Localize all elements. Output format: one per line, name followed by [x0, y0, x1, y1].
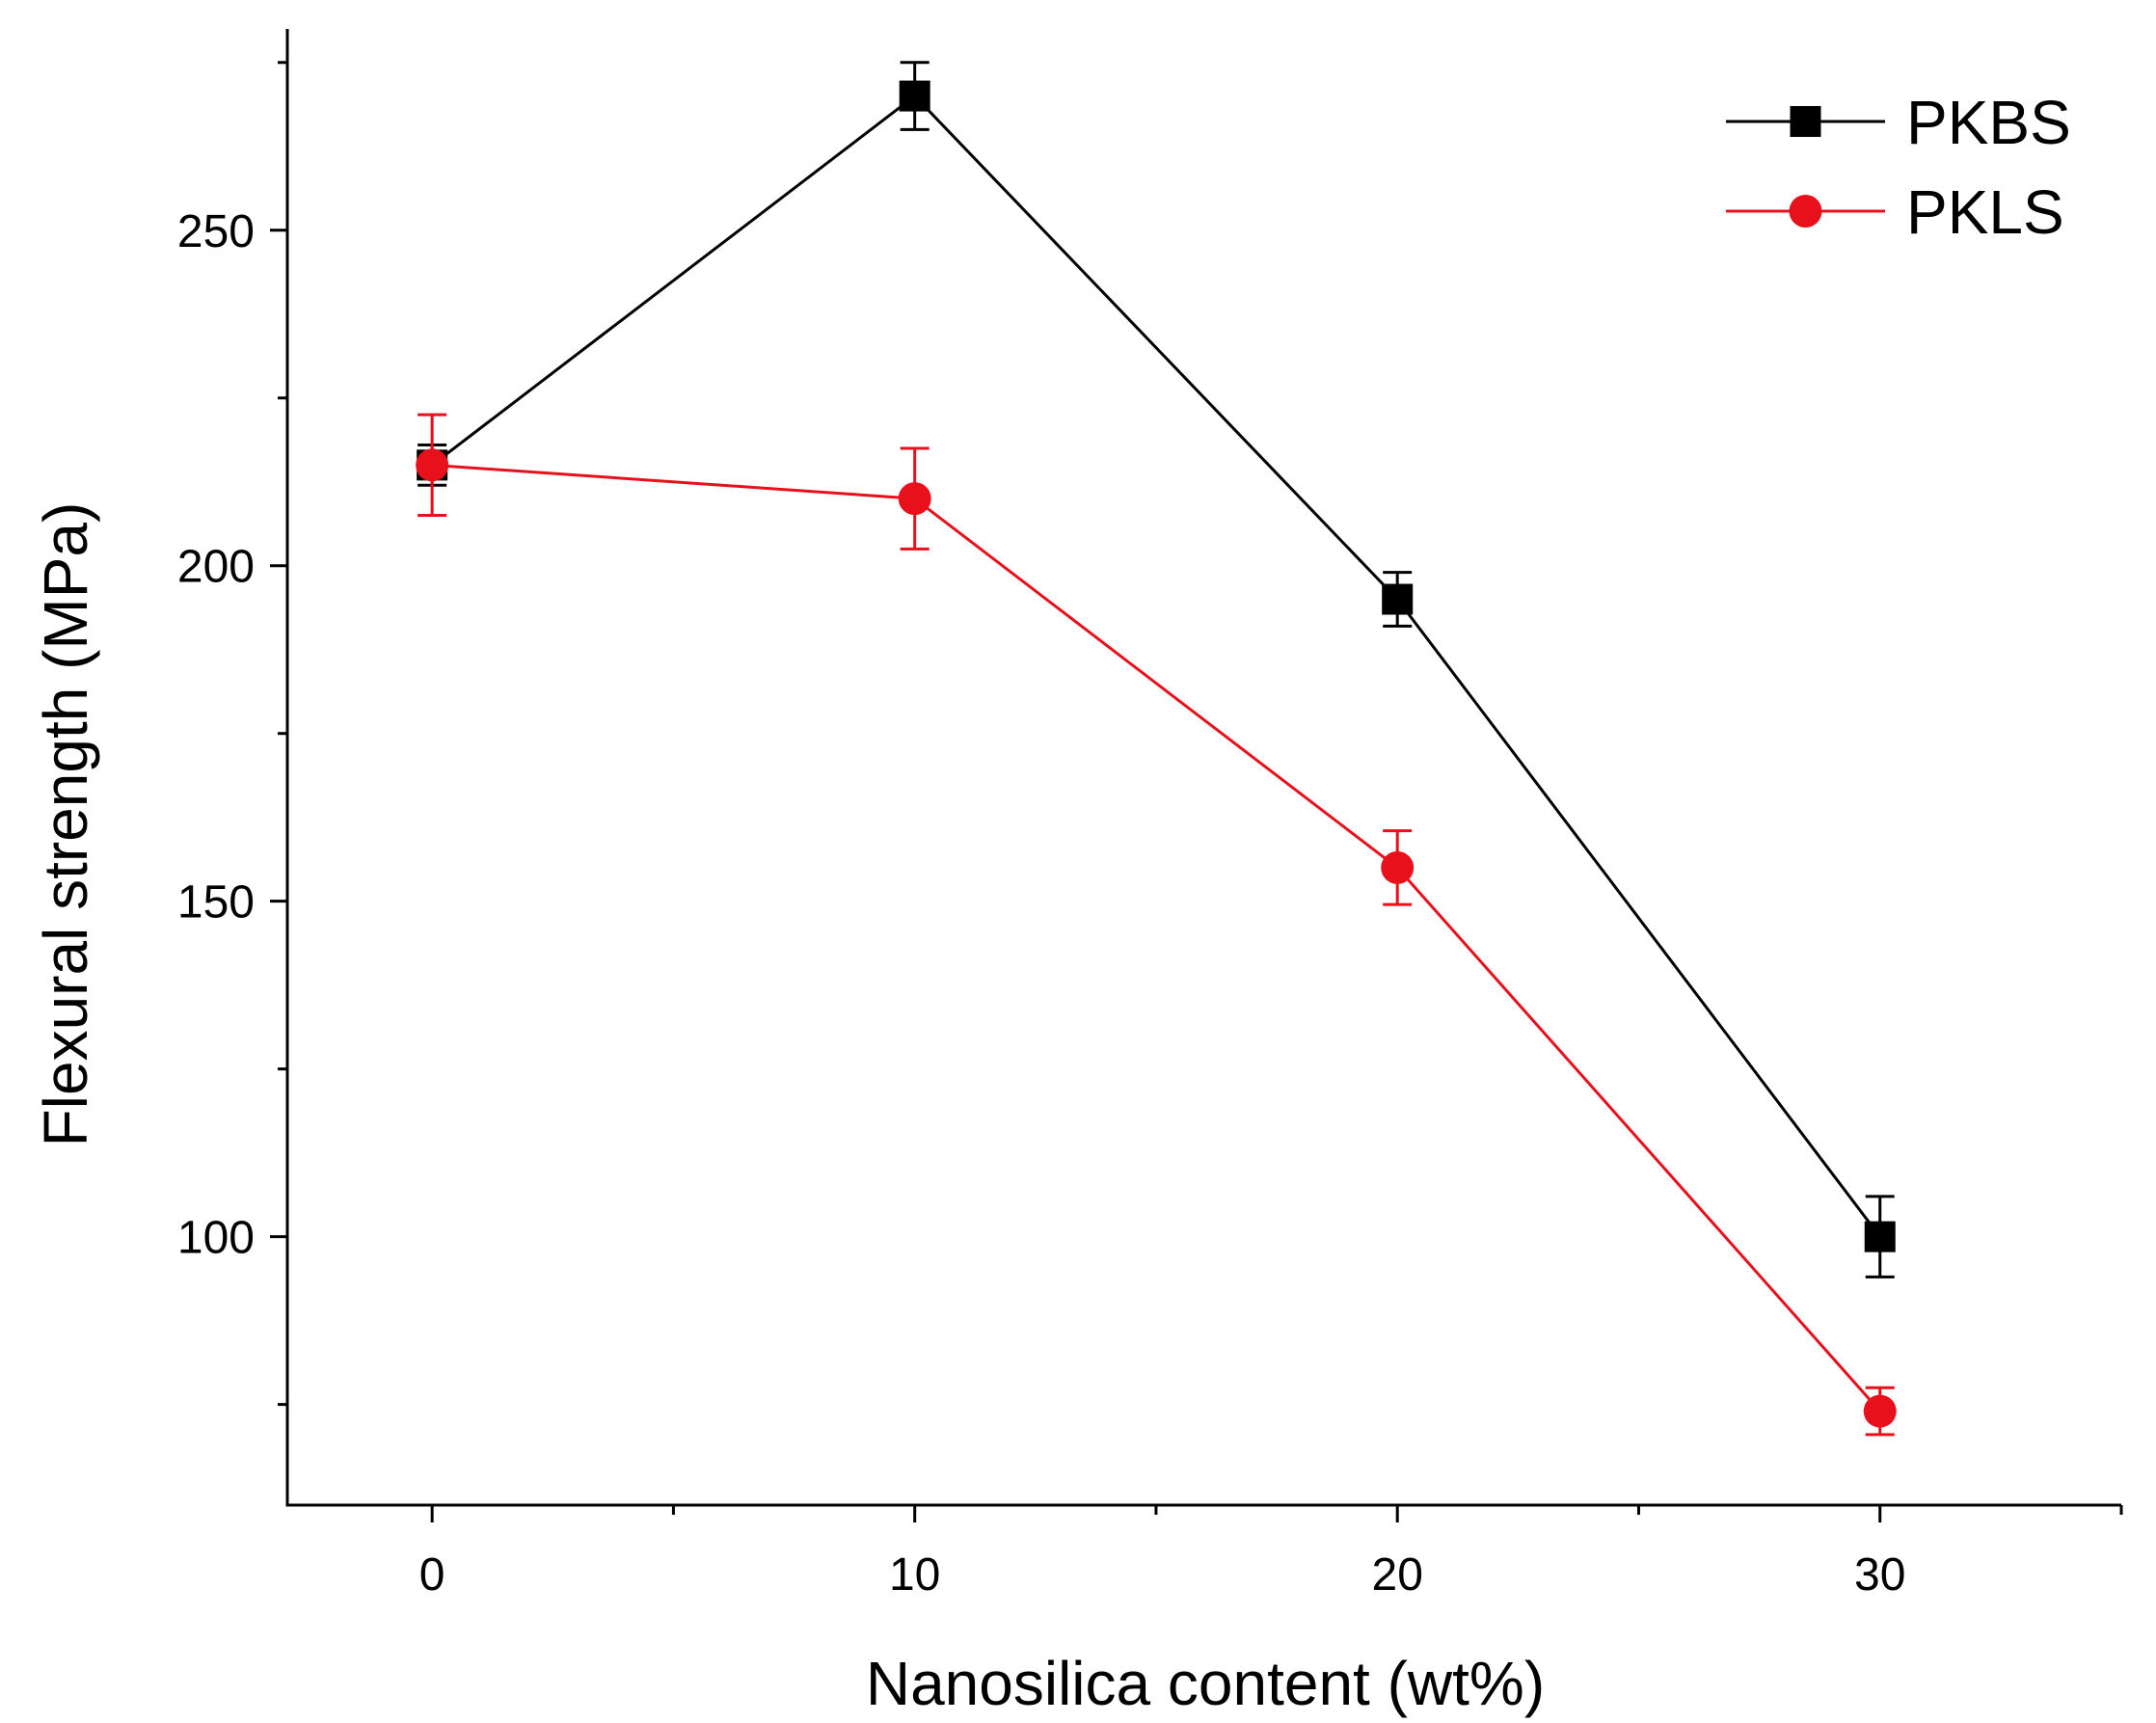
y-tick-label: 100	[177, 1213, 255, 1264]
y-tick-label: 200	[177, 542, 255, 593]
pkbs-marker	[1864, 1221, 1896, 1252]
x-tick-label: 20	[1372, 1549, 1423, 1601]
series-group	[416, 61, 1897, 1437]
legend-pkls-label: PKLS	[1906, 177, 2064, 247]
axes-group: 0 10 20 30 100 150 200 250	[177, 29, 2123, 1601]
pkls-line	[432, 463, 1881, 1413]
x-axis-title: Nanosilica content (wt%)	[866, 1649, 1545, 1718]
legend-pkbs-marker	[1790, 106, 1821, 137]
pkls-marker	[416, 448, 449, 482]
legend-pkbs-label: PKBS	[1906, 88, 2071, 157]
pkbs-marker	[899, 80, 930, 112]
pkbs-line	[431, 94, 1881, 1238]
legend: PKBS PKLS	[1726, 88, 2071, 247]
y-tick-label: 250	[177, 206, 255, 257]
y-tick-label: 150	[177, 877, 255, 929]
x-tick-label: 0	[419, 1549, 445, 1601]
pkbs-marker	[1382, 583, 1414, 615]
pkls-marker	[1381, 850, 1415, 884]
x-tick-label: 30	[1854, 1549, 1905, 1601]
pkls-marker	[1863, 1394, 1897, 1428]
y-axis-title: Flexural strength (MPa)	[31, 502, 100, 1147]
legend-pkls-marker	[1789, 195, 1822, 228]
x-tick-label: 10	[889, 1549, 940, 1601]
pkls-marker	[898, 482, 931, 516]
